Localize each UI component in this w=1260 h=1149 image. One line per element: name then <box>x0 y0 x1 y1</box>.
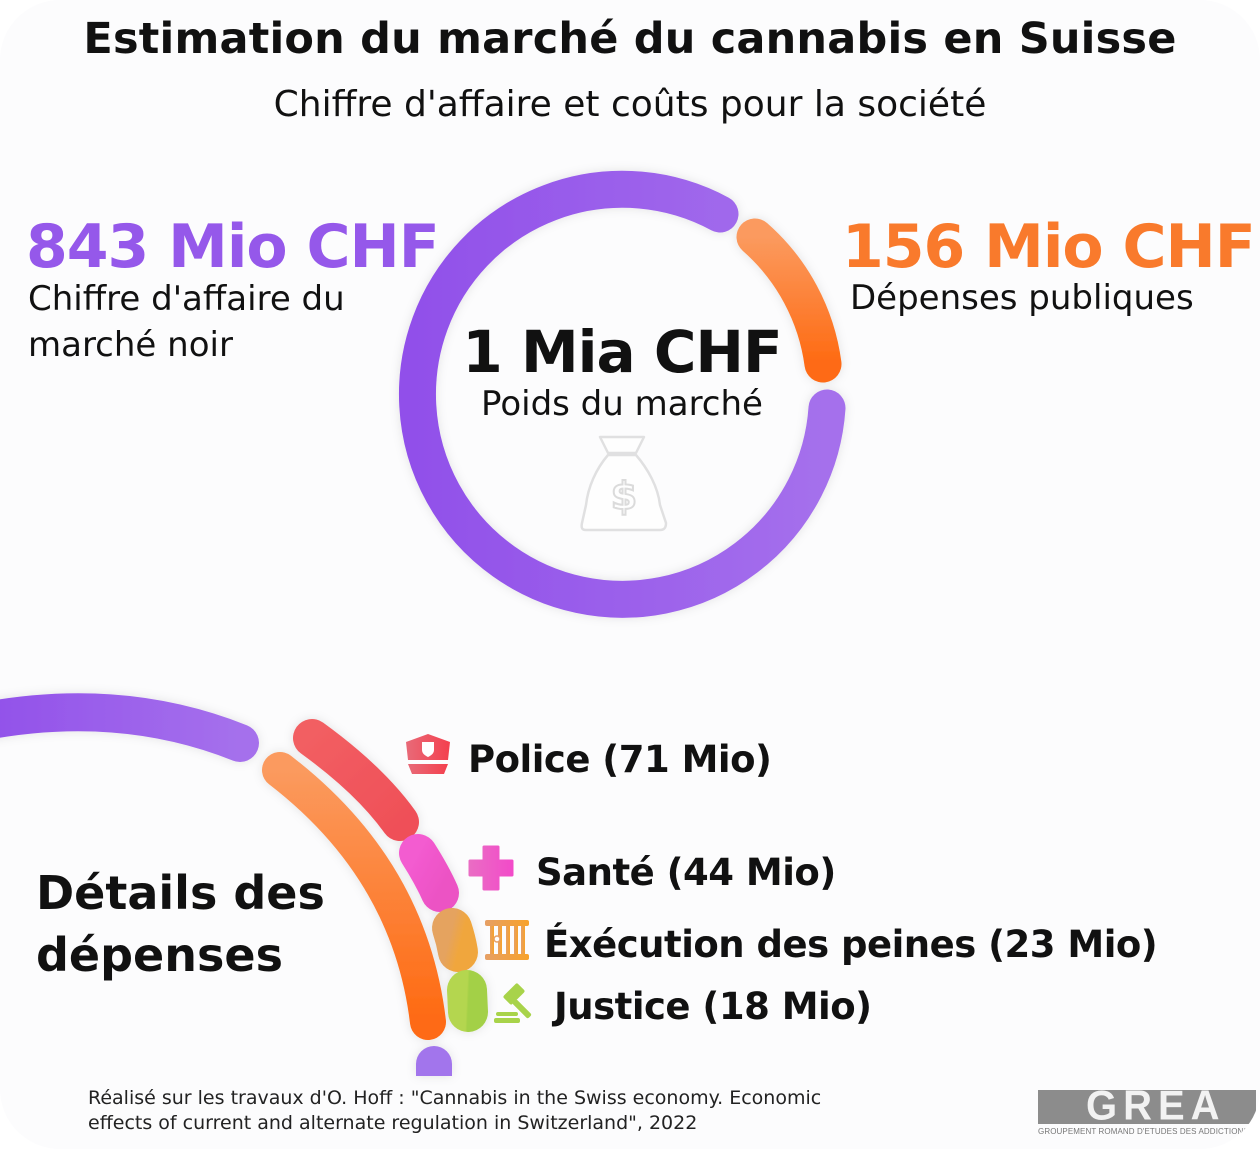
black-market-label-line2: marché noir <box>28 325 233 365</box>
donut-segment-public-spending <box>736 218 842 383</box>
gavel-icon <box>494 980 540 1033</box>
market-total-label: Poids du marché <box>481 384 763 424</box>
details-title-line1: Détails des <box>36 866 325 920</box>
logo-tagline: GROUPEMENT ROMAND D'ETUDES DES ADDICTION… <box>1038 1127 1249 1136</box>
source-citation: Réalisé sur les travaux d'O. Hoff : "Can… <box>88 1086 888 1136</box>
page-title: Estimation du marché du cannabis en Suis… <box>83 14 1177 64</box>
details-arc-black-market <box>0 693 259 762</box>
detail-item-police: Police (71 Mio) <box>402 732 772 787</box>
public-spending-label: Dépenses publiques <box>850 278 1194 318</box>
detail-item-label: Éxécution des peines (23 Mio) <box>544 923 1158 966</box>
black-market-value: 843 Mio CHF <box>26 212 440 282</box>
prison-bars-icon <box>484 918 530 971</box>
details-arcs <box>0 693 488 1076</box>
details-arc-black-market-end <box>416 1046 452 1076</box>
detail-item-sante: Santé (44 Mio) <box>468 845 836 900</box>
details-arc-sante <box>399 834 459 912</box>
details-arc-execution-peines <box>432 908 478 972</box>
detail-item-label: Justice (18 Mio) <box>554 985 872 1028</box>
details-title-line2: dépenses <box>36 928 283 982</box>
source-line-1: Réalisé sur les travaux d'O. Hoff : "Can… <box>88 1087 822 1109</box>
detail-item-execution-peines: Éxécution des peines (23 Mio) <box>484 918 1158 971</box>
detail-item-label: Police (71 Mio) <box>468 738 772 781</box>
details-arc-police <box>293 719 419 841</box>
details-title: Détails des dépenses <box>36 862 325 986</box>
source-line-2: effects of current and alternate regulat… <box>88 1112 698 1134</box>
donut-segment-black-market <box>398 170 846 618</box>
page-subtitle: Chiffre d'affaire et coûts pour la socié… <box>273 84 987 125</box>
police-cap-icon <box>402 732 454 787</box>
detail-item-label: Santé (44 Mio) <box>536 851 836 894</box>
money-bag-icon: $ <box>580 435 668 532</box>
logo-name: GREA <box>1086 1082 1226 1130</box>
logo-bar <box>1038 1090 1256 1124</box>
public-spending-value: 156 Mio CHF <box>842 212 1256 282</box>
details-arc-justice <box>447 970 488 1032</box>
medical-cross-icon <box>468 845 514 900</box>
detail-item-justice: Justice (18 Mio) <box>494 980 872 1033</box>
black-market-label: Chiffre d'affaire du marché noir <box>28 276 388 368</box>
details-arc-public-spending <box>262 752 446 1040</box>
svg-text:$: $ <box>611 474 637 518</box>
black-market-label-line1: Chiffre d'affaire du <box>28 279 345 319</box>
market-donut <box>398 170 846 618</box>
market-total-value: 1 Mia CHF <box>462 318 782 386</box>
grea-logo: GREA GROUPEMENT ROMAND D'ETUDES DES ADDI… <box>1038 1083 1258 1138</box>
